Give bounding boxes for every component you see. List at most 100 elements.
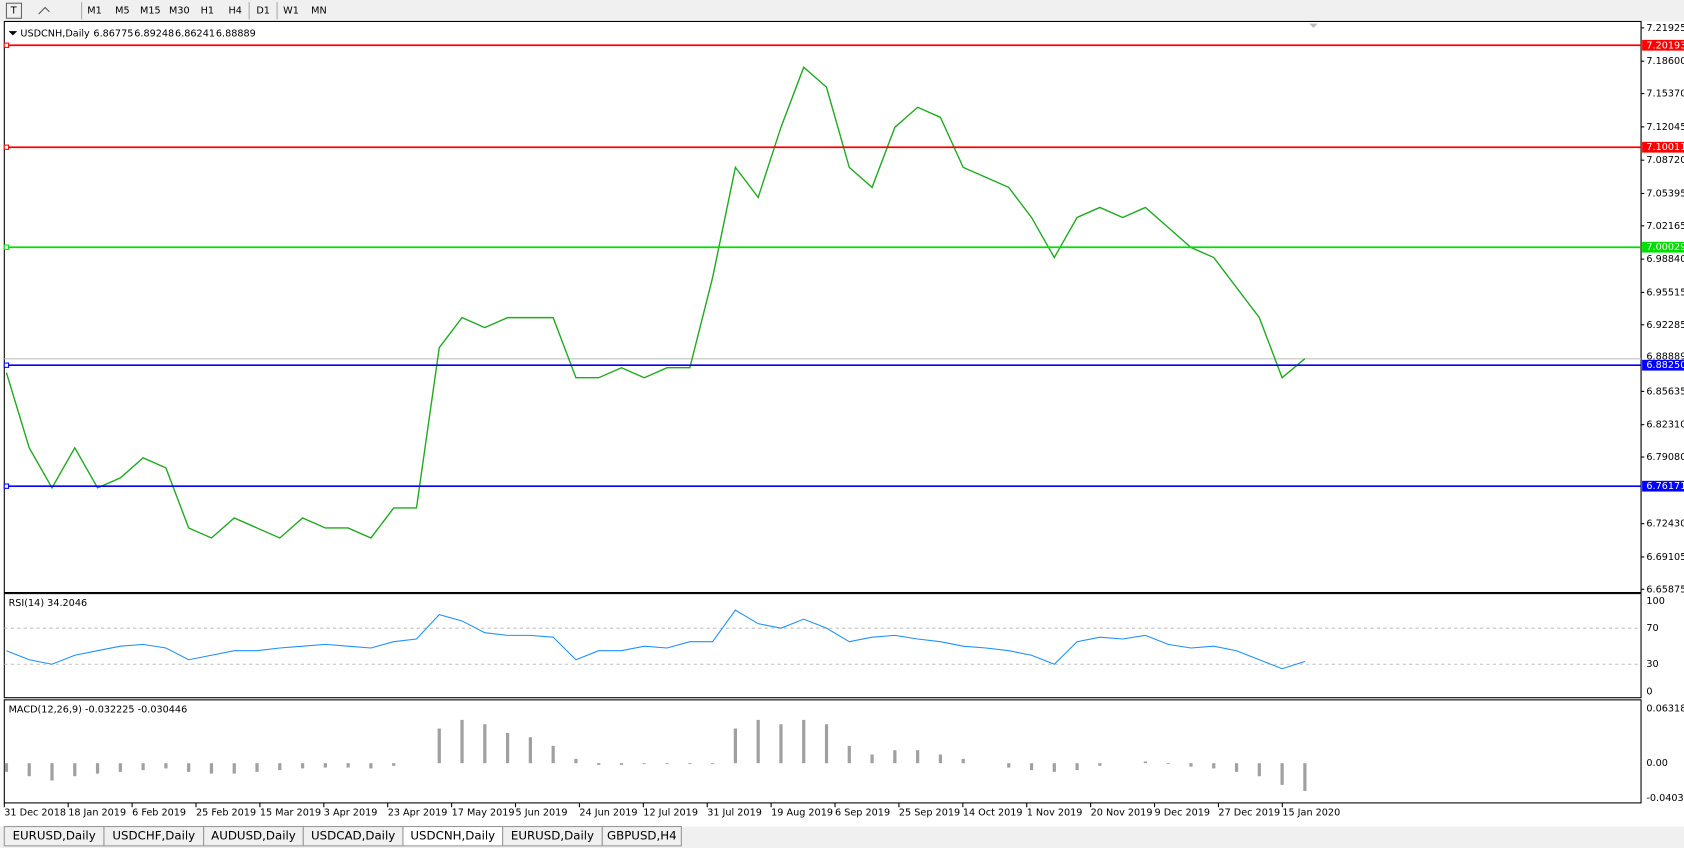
price-line xyxy=(5,66,1306,539)
macd-bar xyxy=(597,763,601,765)
level-tag xyxy=(1642,480,1684,492)
rsi-line xyxy=(6,609,1306,670)
price-tick-label: 7.18600 xyxy=(1646,56,1684,67)
price-tick-label: 6.98840 xyxy=(1646,254,1684,265)
macd-bar xyxy=(1143,761,1148,764)
level-handle[interactable] xyxy=(3,483,10,489)
macd-bar xyxy=(528,737,532,764)
chart-tab-label: USDCHF,Daily xyxy=(112,829,195,843)
rsi-tick-label: 30 xyxy=(1646,659,1658,670)
objects-tool[interactable] xyxy=(38,6,50,15)
macd-bar xyxy=(824,724,829,764)
price-tick-label: 7.15370 xyxy=(1646,89,1684,100)
level-label: 6.88250 xyxy=(1646,360,1684,371)
timeframe-button[interactable]: M15 xyxy=(140,6,161,17)
ohlc-value: 6.89248 xyxy=(134,28,174,39)
macd-bar xyxy=(551,745,555,764)
menu-arrow[interactable] xyxy=(8,31,18,36)
price-tick-label: 6.65875 xyxy=(1646,584,1684,595)
macd-bar xyxy=(4,763,9,772)
date-label: 14 Oct 2019 xyxy=(963,808,1023,819)
macd-bar xyxy=(187,763,191,772)
timeframe-button[interactable]: M30 xyxy=(169,6,190,17)
date-label: 3 Apr 2019 xyxy=(324,808,378,819)
macd-bar xyxy=(300,763,305,769)
macd-bar xyxy=(460,719,464,764)
level-label: 6.76171 xyxy=(1646,481,1684,492)
price-tick-label: 7.12045 xyxy=(1646,122,1684,133)
text-tool[interactable] xyxy=(5,2,23,19)
price-tick-label: 6.69105 xyxy=(1646,552,1684,563)
rsi-panel xyxy=(3,593,1642,699)
level-handle[interactable] xyxy=(3,362,10,368)
macd-bar xyxy=(164,763,168,769)
timeframe-button[interactable]: H1 xyxy=(201,6,214,17)
timeframe-button[interactable]: W1 xyxy=(283,6,299,17)
macd-bar xyxy=(1280,763,1284,785)
timeframe-button[interactable]: H4 xyxy=(228,6,241,17)
timeframe-button[interactable]: D1 xyxy=(256,6,270,17)
macd-bar xyxy=(1007,763,1011,768)
price-tick-label: 6.72430 xyxy=(1646,519,1684,530)
date-label: 20 Nov 2019 xyxy=(1091,808,1153,819)
price-tick-label: 7.21925 xyxy=(1646,23,1684,34)
macd-bar xyxy=(232,763,236,774)
date-label: 15 Mar 2019 xyxy=(260,808,321,819)
level-label: 7.00029 xyxy=(1646,242,1684,253)
rsi-tick-label: 0 xyxy=(1646,686,1652,697)
level-handle[interactable] xyxy=(3,144,10,150)
date-label: 12 Jul 2019 xyxy=(643,808,698,819)
level-tag xyxy=(1642,359,1684,371)
macd-bar xyxy=(779,724,783,764)
macd-bar xyxy=(50,763,54,781)
macd-tick-label: -0.040355 xyxy=(1646,793,1684,804)
date-label: 1 Nov 2019 xyxy=(1027,808,1083,819)
date-label: 17 May 2019 xyxy=(452,808,515,819)
price-tick-label: 6.85635 xyxy=(1646,386,1684,397)
macd-bar xyxy=(619,763,624,765)
macd-bar xyxy=(1257,763,1261,777)
level-tag xyxy=(1642,141,1684,153)
price-tick-label: 6.92285 xyxy=(1646,320,1684,331)
text-tool-icon: T xyxy=(10,6,17,17)
level-tag xyxy=(1642,241,1684,253)
macd-bar xyxy=(642,763,646,765)
macd-bar xyxy=(893,750,897,764)
macd-bar xyxy=(118,763,122,772)
macd-bar xyxy=(688,763,692,765)
timeframe-button[interactable]: M5 xyxy=(115,6,129,17)
macd-bar xyxy=(346,763,350,768)
price-tick-label: 7.05395 xyxy=(1646,188,1684,199)
macd-bar xyxy=(1052,763,1056,772)
ohlc-value: 6.86775 xyxy=(93,28,133,39)
macd-bar xyxy=(1075,763,1079,771)
level-label: 7.20193 xyxy=(1646,40,1684,51)
level-handle[interactable] xyxy=(3,244,10,250)
shift-marker xyxy=(1309,23,1318,28)
macd-bar xyxy=(665,763,669,765)
chart-tab-label: USDCAD,Daily xyxy=(311,829,395,843)
date-label: 19 Aug 2019 xyxy=(771,808,833,819)
macd-bar xyxy=(870,754,874,764)
date-label: 25 Sep 2019 xyxy=(899,808,960,819)
macd-bar xyxy=(209,763,214,774)
date-label: 31 Jul 2019 xyxy=(707,808,762,819)
chart-tab[interactable] xyxy=(601,825,682,847)
level-handle[interactable] xyxy=(3,42,10,48)
macd-bar xyxy=(73,763,77,777)
macd-bar xyxy=(437,728,441,764)
macd-bar xyxy=(802,719,806,764)
timeframe-button[interactable]: M1 xyxy=(87,6,101,17)
macd-bar xyxy=(323,763,327,768)
chart-tab-label: AUDUSD,Daily xyxy=(211,829,296,843)
macd-bar xyxy=(961,758,965,764)
macd-bar xyxy=(95,763,100,774)
macd-bar xyxy=(1212,763,1216,769)
macd-bar xyxy=(574,758,578,764)
timeframe-button[interactable]: MN xyxy=(311,6,327,17)
macd-bar xyxy=(1166,763,1170,765)
date-label: 5 Jun 2019 xyxy=(516,808,568,819)
macd-label: MACD(12,26,9) -0.032225 -0.030446 xyxy=(9,705,188,716)
